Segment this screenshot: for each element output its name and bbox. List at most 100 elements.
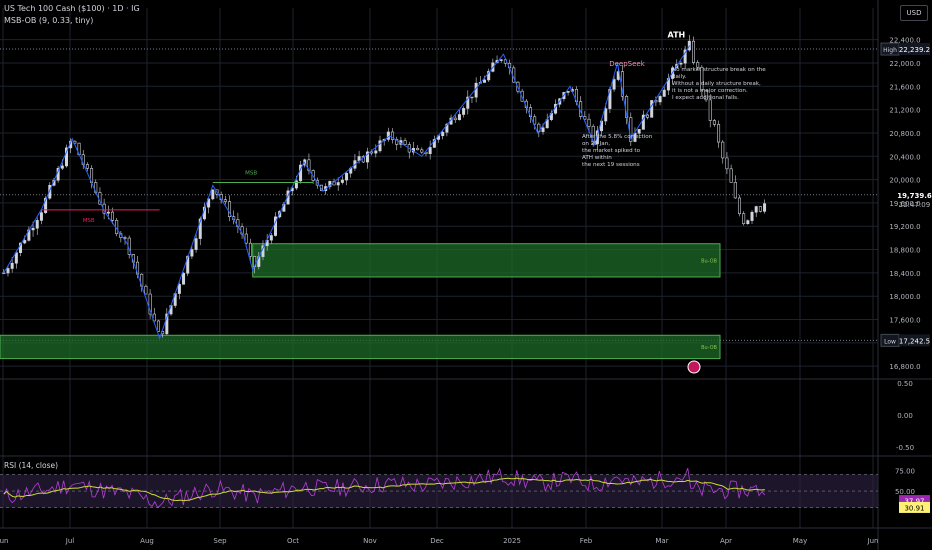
candle-body	[612, 79, 616, 90]
candle-body	[696, 62, 700, 68]
time-tick-label: Feb	[580, 537, 593, 545]
low-value-bg	[899, 334, 930, 347]
annotation-line: on 26 Jan,	[582, 141, 610, 147]
candle-body	[758, 206, 762, 212]
candle-body	[595, 130, 599, 145]
time-tick-label: Oct	[287, 537, 299, 545]
time-tick-label: Jun	[867, 537, 879, 545]
current-price: 19,739.6	[897, 192, 932, 200]
candle-body	[641, 114, 645, 130]
candle-body	[374, 150, 378, 154]
candle-body	[587, 118, 591, 127]
candles	[2, 34, 767, 338]
time-tick-label: Jul	[65, 537, 75, 545]
candle-body	[763, 203, 767, 212]
candle-body	[662, 89, 666, 97]
rsi-ma-value: 30.91	[904, 504, 924, 512]
candle-body	[721, 141, 725, 159]
annotation-line: Without a daily structure break,	[672, 81, 761, 87]
candle-body	[737, 197, 741, 215]
candle-body	[679, 62, 683, 65]
msb-label: MSB	[83, 218, 95, 224]
msb-levels: MSB MSB	[41, 171, 314, 224]
time-tick-label: Nov	[363, 537, 377, 545]
candle-body	[403, 140, 407, 145]
indicator-label[interactable]: MSB-OB (9, 0.33, tiny)	[4, 16, 94, 25]
price-tick-label: 17,600.0	[889, 317, 920, 325]
rsi-ma-line	[3, 477, 765, 502]
candle-body	[742, 213, 746, 225]
order-block-zone	[252, 243, 721, 278]
candle-body	[123, 237, 127, 239]
rsi-title: RSI (14, close)	[4, 461, 58, 470]
price-axis[interactable]: 22,400.0 22,000.0 21,600.0 21,200.0 20,800.0…	[880, 37, 932, 513]
candle-body	[416, 148, 420, 151]
zigzag	[3, 45, 691, 340]
low-value: 17,242.5	[899, 337, 930, 345]
order-block-zone	[0, 334, 721, 360]
candle-body	[19, 242, 23, 253]
candle-body	[457, 114, 461, 121]
time-axis[interactable]: Jun Jul Aug Sep Oct Nov Dec 2025 Feb Mar Apr May Jun	[0, 537, 878, 545]
candle-body	[211, 189, 215, 200]
candle-body	[110, 211, 114, 221]
candle-body	[10, 262, 14, 269]
candle-body	[604, 108, 608, 122]
candle-body	[712, 120, 716, 125]
price-tick-label: 20,000.0	[889, 177, 920, 185]
rsi-value-bg	[899, 495, 930, 507]
candle-body	[729, 168, 733, 183]
candle-body	[420, 149, 424, 153]
candle-body	[717, 124, 721, 143]
time-tick-label: May	[793, 537, 807, 545]
annotation-line: I expect additional falls.	[672, 95, 739, 101]
candle-body	[633, 132, 637, 142]
candle-body	[691, 40, 695, 63]
candle-body	[428, 147, 432, 155]
currency-button[interactable]: USD	[900, 5, 928, 21]
symbol-title[interactable]: US Tech 100 Cash ($100) · 1D · IG	[4, 4, 140, 13]
candle-body	[591, 125, 595, 145]
rsi-pane: RSI (14, close)	[0, 461, 878, 509]
candle-body	[391, 131, 395, 140]
candle-body	[294, 180, 298, 189]
time-tick-label: Apr	[720, 537, 732, 545]
candle-body	[541, 127, 545, 132]
rsi-tick-label: 50.00	[895, 488, 915, 496]
candle-body	[441, 131, 445, 137]
rsi-value: 37.97	[904, 498, 924, 506]
price-tick-label: 21,600.0	[889, 83, 920, 91]
annotation-line: the market spiked to	[582, 148, 641, 154]
candle-body	[182, 272, 186, 285]
ath-label: ATH	[668, 30, 686, 39]
candle-body	[340, 179, 344, 183]
candle-body	[198, 218, 202, 239]
osc-tick-label: 0.00	[897, 412, 913, 420]
candle-body	[725, 157, 729, 170]
price-tick-label: 20,400.0	[889, 153, 920, 161]
candle-body	[228, 201, 232, 217]
annotation-line: No market structure break on the	[672, 67, 766, 73]
candle-body	[190, 249, 194, 257]
candle-body	[6, 268, 10, 274]
order-blocks: Bu-OB Bu-OB	[0, 243, 721, 360]
price-tick-label: 18,000.0	[889, 293, 920, 301]
candle-body	[482, 79, 486, 83]
candle-body	[148, 293, 152, 315]
candle-body	[466, 96, 470, 109]
candle-body	[370, 151, 374, 154]
candle-body	[365, 151, 369, 163]
price-tick-label: 21,200.0	[889, 107, 920, 115]
candle-body	[650, 100, 654, 118]
deepseek-label: DeepSeek	[609, 60, 646, 68]
time-tick-label: Jun	[0, 537, 8, 545]
low-tag: Low	[884, 338, 896, 345]
candle-body	[700, 66, 704, 91]
candle-body	[248, 242, 252, 257]
annotation-line: it is not a major correction.	[672, 88, 748, 94]
bar-countdown: 12:47:09	[899, 201, 930, 209]
event-flag-icon	[687, 360, 701, 374]
candle-body	[39, 212, 43, 221]
